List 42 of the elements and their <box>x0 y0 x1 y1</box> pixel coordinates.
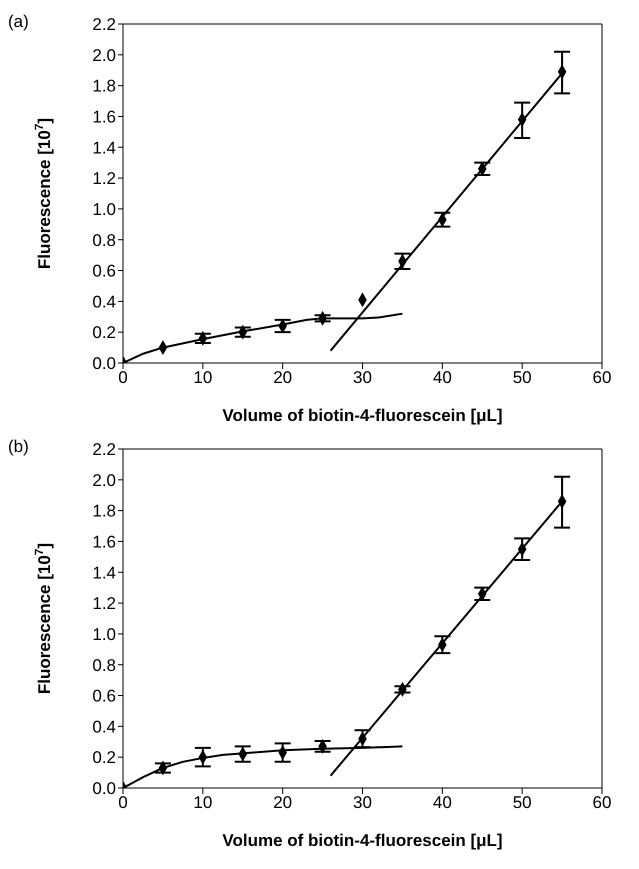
y-tick-label: 1.6 <box>92 107 116 126</box>
y-tick-label: 0.2 <box>92 323 116 342</box>
x-tick-label: 50 <box>512 368 532 388</box>
y-tick-label: 1.8 <box>92 76 116 96</box>
y-tick-label: 0.6 <box>92 686 116 706</box>
y-tick-label: 2.2 <box>92 440 116 460</box>
y-tick-label: 1.6 <box>92 532 116 552</box>
x-tick-label: 30 <box>353 368 372 388</box>
y-tick-label: 0.0 <box>92 779 116 798</box>
x-tick-label: 10 <box>193 368 212 388</box>
y-tick-label: 1.8 <box>92 502 116 521</box>
y-tick-label: 0.4 <box>92 717 116 736</box>
y-tick-label: 1.4 <box>92 563 116 582</box>
x-tick-label: 0 <box>118 793 128 812</box>
text: (a) <box>8 12 29 32</box>
y-tick-label: 0.2 <box>92 748 116 768</box>
y-tick-label: 1.2 <box>92 594 116 614</box>
x-tick-label: 60 <box>592 793 612 812</box>
x-tick-label: 40 <box>432 368 452 388</box>
x-tick-label: 20 <box>273 793 292 812</box>
y-tick-label: 1.4 <box>92 138 116 158</box>
y-tick-label: 1.2 <box>92 169 116 188</box>
x-axis-title: Volume of biotin-4-fluorescein [μL] <box>222 831 503 850</box>
text: (b) <box>8 437 29 457</box>
y-tick-label: 1.0 <box>92 624 116 644</box>
y-tick-label: 0.6 <box>92 262 116 281</box>
y-tick-label: 0.8 <box>92 656 116 675</box>
x-tick-label: 20 <box>273 368 292 388</box>
y-tick-label: 2.2 <box>92 15 116 34</box>
x-tick-label: 10 <box>193 793 212 812</box>
y-tick-label: 0.0 <box>92 354 116 374</box>
y-tick-label: 1.0 <box>92 200 116 219</box>
x-axis-title: Volume of biotin-4-fluorescein [μL] <box>222 406 503 425</box>
x-tick-label: 60 <box>592 368 612 388</box>
y-tick-label: 2.0 <box>92 46 116 65</box>
x-tick-label: 50 <box>512 793 532 812</box>
y-tick-label: 0.4 <box>92 292 116 312</box>
x-tick-label: 30 <box>353 793 372 812</box>
x-tick-label: 40 <box>432 793 452 812</box>
y-tick-label: 0.8 <box>92 230 116 250</box>
y-tick-label: 2.0 <box>92 470 116 490</box>
x-tick-label: 0 <box>118 368 128 388</box>
